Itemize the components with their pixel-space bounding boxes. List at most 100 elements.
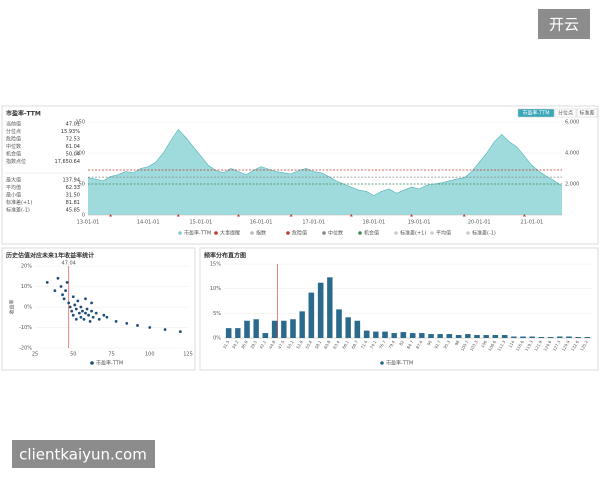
x-tick-label: 76.7 — [378, 339, 387, 350]
bar — [244, 320, 250, 338]
stat-value: 47.01 — [66, 122, 80, 128]
stat-value: 17,650.64 — [55, 159, 80, 165]
bar — [465, 334, 471, 338]
x-tick-label: 87.4 — [415, 339, 424, 350]
legend-swatch — [380, 361, 384, 365]
x-tick-label: 18-01-01 — [363, 220, 386, 226]
point — [71, 295, 75, 299]
point — [97, 317, 101, 321]
x-tick-label: 74.1 — [369, 339, 378, 350]
point — [136, 324, 139, 327]
x-tick-label: 15-01-01 — [190, 220, 213, 226]
panel — [199, 247, 599, 371]
legend-label: 机会值 — [364, 230, 379, 237]
point — [84, 311, 87, 315]
legend-swatch — [394, 231, 398, 235]
x-tick-label: 31.5 — [222, 339, 231, 350]
x-tick-label: 44.8 — [268, 339, 277, 350]
x-tick-label: 108.6 — [487, 339, 497, 352]
event-marker — [410, 214, 414, 217]
x-tick-label: 92.7 — [433, 339, 442, 350]
bar — [391, 333, 397, 338]
tab-label[interactable]: 市盈率-TTM — [522, 110, 549, 117]
point — [67, 301, 71, 305]
legend-swatch — [250, 231, 254, 235]
y2-tick-label: 4,000 — [565, 151, 579, 157]
stat-label: 机会值 — [6, 151, 21, 158]
watermark: clientkaiyun.com — [19, 446, 147, 464]
x-tick-label: 124.6 — [542, 339, 552, 352]
bar — [225, 328, 232, 338]
x-tick-label: 14-01-01 — [137, 220, 160, 226]
stat-label: 最大值 — [6, 177, 21, 184]
x-tick-label: 66.1 — [341, 339, 350, 350]
tab-button[interactable] — [576, 108, 598, 118]
legend-swatch — [90, 361, 94, 365]
stat-label: 标准差(-1) — [6, 207, 30, 214]
watermark-box — [538, 9, 590, 39]
legend-label: 标准差(+1) — [400, 230, 426, 237]
watermark: 开云 — [549, 16, 579, 34]
bar — [382, 331, 388, 338]
stat-value: 137.94 — [63, 178, 81, 184]
x-tick-label: 121.9 — [533, 339, 543, 352]
bar — [547, 337, 554, 338]
bar — [520, 336, 526, 338]
tab-button[interactable] — [554, 108, 577, 118]
point — [73, 303, 77, 307]
y-tick-label: 0 — [82, 213, 85, 219]
stat-label: 分位点 — [6, 128, 21, 135]
marker-label: 47.04 — [62, 261, 76, 267]
legend-label: 中位数 — [328, 230, 343, 237]
tab-label[interactable]: 分位点 — [558, 110, 573, 117]
x-tick-label: 114 — [507, 339, 515, 349]
bar — [400, 332, 407, 338]
point — [53, 289, 57, 292]
legend-swatch — [430, 231, 434, 235]
point — [163, 328, 167, 331]
y2-tick-label: 6,000 — [565, 120, 579, 126]
bar — [428, 334, 434, 338]
x-tick-label: 98 — [454, 339, 461, 346]
bar — [262, 333, 269, 338]
point — [77, 311, 81, 315]
stat-label: 中位数 — [6, 143, 21, 150]
bar — [253, 319, 259, 338]
bar — [529, 336, 535, 338]
y-axis-label: 收益率 — [9, 299, 16, 314]
point — [105, 315, 109, 319]
point — [85, 307, 89, 311]
point — [125, 322, 129, 325]
point — [64, 289, 67, 292]
x-tick-label: 127.3 — [552, 339, 562, 352]
tab-button[interactable] — [517, 108, 555, 118]
x-tick-label: 13-01-01 — [77, 220, 100, 226]
event-marker — [176, 214, 180, 217]
stat-label: 平均值 — [6, 184, 21, 191]
x-tick-label: 20-01-01 — [468, 220, 491, 226]
legend-swatch — [214, 231, 218, 235]
x-tick-label: 50.1 — [286, 339, 295, 350]
x-tick-label: 75 — [108, 352, 114, 358]
x-tick-label: 25 — [32, 352, 38, 358]
x-tick-label: 100.7 — [460, 339, 470, 352]
point — [79, 305, 83, 309]
x-tick-label: 16-01-01 — [250, 220, 273, 226]
event-marker — [522, 214, 526, 217]
tab-label[interactable]: 标准差 — [579, 110, 594, 117]
stat-label: 当前值 — [6, 121, 21, 128]
bar — [455, 335, 462, 338]
x-tick-label: 60.8 — [323, 339, 332, 350]
y-tick-label: 10% — [210, 286, 221, 292]
panel — [1, 247, 196, 371]
x-tick-label: 106 — [480, 339, 488, 349]
area — [88, 129, 562, 215]
stat-label: 危险值 — [6, 136, 21, 143]
x-tick-label: 90 — [426, 339, 433, 346]
event-marker — [462, 214, 466, 217]
bar — [345, 317, 351, 338]
legend-swatch — [286, 231, 290, 235]
point — [82, 317, 86, 321]
bar — [363, 330, 370, 338]
bar — [409, 333, 416, 338]
